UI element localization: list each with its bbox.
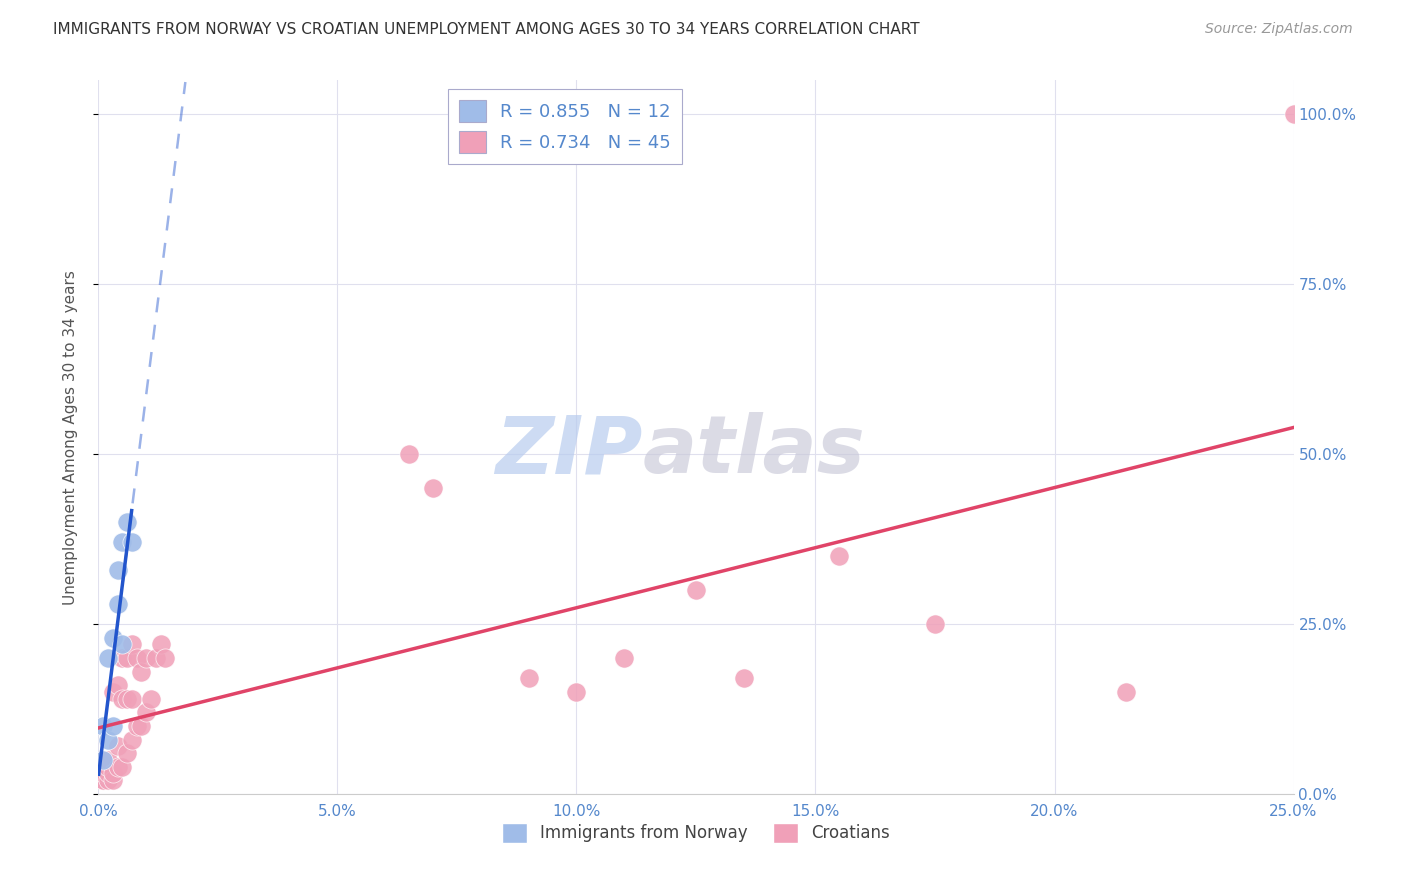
Point (101, 766, 124, 780)
Point (91, 753, 114, 767)
Point (115, 651, 138, 665)
Point (121, 732, 143, 747)
Text: atlas: atlas (643, 412, 865, 491)
Point (91, 773, 114, 788)
Point (565, 685, 588, 699)
Point (155, 651, 177, 665)
Point (924, 617, 946, 632)
Point (97, 753, 120, 767)
Point (135, 651, 157, 665)
Point (1115, 685, 1137, 699)
Point (97, 773, 120, 788)
Point (91, 719, 114, 733)
Point (131, 719, 153, 733)
Point (422, 481, 444, 495)
Point (107, 760, 129, 774)
Point (97, 766, 120, 780)
Point (398, 447, 420, 461)
Point (115, 746, 138, 760)
Point (111, 637, 134, 651)
Point (1282, 107, 1305, 121)
Point (517, 671, 540, 685)
Text: ZIP: ZIP (495, 412, 643, 491)
Point (91, 766, 114, 780)
Point (107, 739, 129, 754)
Y-axis label: Unemployment Among Ages 30 to 34 years: Unemployment Among Ages 30 to 34 years (63, 269, 77, 605)
Point (613, 651, 636, 665)
Point (101, 719, 124, 733)
Point (91, 753, 114, 767)
Point (135, 706, 157, 720)
Point (121, 691, 143, 706)
Point (97, 732, 120, 747)
Point (107, 678, 129, 692)
Point (125, 651, 148, 665)
Point (121, 535, 143, 549)
Point (685, 582, 707, 597)
Point (91, 773, 114, 788)
Point (115, 515, 138, 529)
Point (91, 760, 114, 774)
Point (101, 685, 124, 699)
Point (101, 773, 124, 788)
Point (111, 760, 134, 774)
Point (115, 691, 138, 706)
Point (101, 631, 124, 645)
Point (733, 671, 755, 685)
Point (107, 563, 129, 577)
Point (111, 535, 134, 549)
Point (97, 760, 120, 774)
Text: Source: ZipAtlas.com: Source: ZipAtlas.com (1205, 22, 1353, 37)
Point (139, 691, 162, 706)
Point (111, 691, 134, 706)
Point (121, 637, 143, 651)
Point (828, 549, 851, 563)
Point (131, 665, 153, 679)
Point (111, 651, 134, 665)
Text: IMMIGRANTS FROM NORWAY VS CROATIAN UNEMPLOYMENT AMONG AGES 30 TO 34 YEARS CORREL: IMMIGRANTS FROM NORWAY VS CROATIAN UNEMP… (53, 22, 920, 37)
Point (145, 651, 167, 665)
Point (149, 637, 172, 651)
Point (125, 719, 148, 733)
Legend: Immigrants from Norway, Croatians: Immigrants from Norway, Croatians (495, 816, 897, 850)
Point (97, 651, 120, 665)
Point (107, 597, 129, 611)
